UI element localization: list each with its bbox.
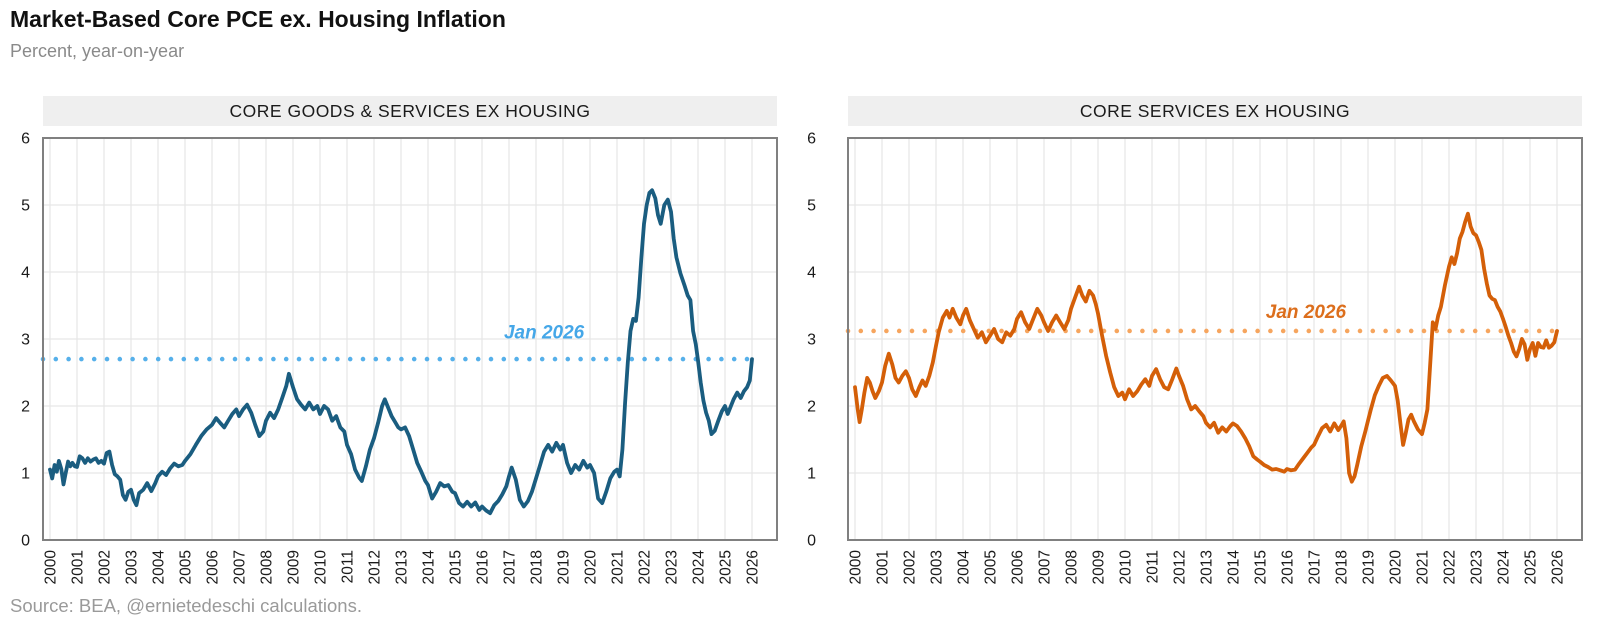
x-axis-tick-label: 2023 <box>663 550 680 584</box>
x-axis-tick-label: 2024 <box>690 550 707 585</box>
x-axis-tick-label: 2000 <box>847 550 864 585</box>
x-axis-tick-label: 2005 <box>982 550 999 584</box>
x-axis-tick-label: 2024 <box>1495 550 1512 585</box>
x-axis-tick-label: 2003 <box>928 550 945 584</box>
x-axis-tick-label: 2022 <box>1441 550 1458 584</box>
jan-2026-annotation: Jan 2026 <box>1266 302 1347 323</box>
x-axis-tick-label: 2002 <box>96 550 113 584</box>
y-axis-tick-label: 5 <box>21 198 30 215</box>
x-axis-tick-label: 2012 <box>1171 550 1188 584</box>
x-axis-tick-label: 2000 <box>42 550 59 585</box>
x-axis-tick-label: 2023 <box>1468 550 1485 584</box>
x-axis-tick-label: 2016 <box>1279 550 1296 584</box>
series-line <box>48 188 754 516</box>
x-axis-tick-label: 2010 <box>312 550 329 585</box>
core-services-chart-canvas: CORE SERVICES EX HOUSING Jan 2026 0 1 2 3 4 5 6 2… <box>807 96 1583 585</box>
x-axis-tick-label: 2010 <box>1117 550 1134 585</box>
x-axis-tick-label: 2021 <box>1414 550 1431 584</box>
x-axis-tick-label: 2008 <box>1063 550 1080 584</box>
y-axis-tick-label: 4 <box>21 265 30 282</box>
x-axis-tick-label: 2004 <box>150 550 167 585</box>
y-axis-tick-label: 2 <box>21 399 30 416</box>
x-axis-tick-label: 2014 <box>420 550 437 585</box>
panel-header <box>848 96 1582 126</box>
jan-2026-annotation: Jan 2026 <box>504 322 585 343</box>
x-axis-tick-label: 2006 <box>204 550 221 584</box>
x-axis-tick-label: 2018 <box>528 550 545 584</box>
panel-title: CORE GOODS & SERVICES EX HOUSING <box>230 101 591 121</box>
y-axis-tick-label: 4 <box>807 265 816 282</box>
x-axis-tick-label: 2004 <box>955 550 972 585</box>
x-axis-tick-label: 2022 <box>636 550 653 584</box>
x-axis-tick-label: 2015 <box>447 550 464 584</box>
x-axis-tick-label: 2015 <box>1252 550 1269 584</box>
x-axis-tick-label: 2017 <box>1306 550 1323 584</box>
y-axis-tick-label: 3 <box>807 332 816 349</box>
plot-border <box>42 137 778 541</box>
x-axis-tick-label: 2013 <box>393 550 410 584</box>
x-axis-tick-label: 2021 <box>609 550 626 584</box>
y-axis-tick-label: 0 <box>21 533 30 550</box>
x-axis-tick-label: 2026 <box>744 550 761 584</box>
panel-header <box>43 96 777 126</box>
y-axis-tick-label: 2 <box>807 399 816 416</box>
page-subtitle: Percent, year-on-year <box>10 41 185 61</box>
y-axis-tick-label: 6 <box>21 131 30 148</box>
x-axis-tick-label: 2005 <box>177 550 194 584</box>
x-axis-tick-label: 2012 <box>366 550 383 584</box>
x-axis-tick-label: 2011 <box>1144 550 1161 583</box>
x-axis-tick-label: 2001 <box>874 550 891 584</box>
y-axis-tick-label: 5 <box>807 198 816 215</box>
x-axis-tick-label: 2018 <box>1333 550 1350 584</box>
x-axis-tick-label: 2019 <box>555 550 572 584</box>
x-axis-tick-label: 2026 <box>1549 550 1566 584</box>
y-axis-tick-label: 3 <box>21 332 30 349</box>
x-axis-tick-label: 2002 <box>901 550 918 584</box>
series-line <box>853 211 1559 484</box>
x-axis-tick-label: 2007 <box>231 550 248 584</box>
x-axis-tick-label: 2025 <box>717 550 734 584</box>
y-axis-tick-label: 0 <box>807 533 816 550</box>
x-axis-tick-label: 2003 <box>123 550 140 584</box>
x-axis-tick-label: 2008 <box>258 550 275 584</box>
chart-panel-core-services-ex-housing: CORE SERVICES EX HOUSING Jan 2026 0 1 2 3 4 5 6 2… <box>795 93 1590 618</box>
x-axis-tick-label: 2007 <box>1036 550 1053 584</box>
y-axis-tick-label: 1 <box>807 466 816 483</box>
x-axis-tick-label: 2001 <box>69 550 86 584</box>
x-axis-tick-label: 2020 <box>582 550 599 585</box>
core-goods-services-chart-canvas: CORE GOODS & SERVICES EX HOUSING Jan 2026… <box>21 96 778 585</box>
x-axis-tick-label: 2011 <box>339 550 356 583</box>
x-axis-tick-label: 2025 <box>1522 550 1539 584</box>
page-title: Market-Based Core PCE ex. Housing Inflat… <box>10 6 506 32</box>
panel-title: CORE SERVICES EX HOUSING <box>1080 101 1350 121</box>
x-axis-tick-label: 2014 <box>1225 550 1242 585</box>
x-axis-tick-label: 2006 <box>1009 550 1026 584</box>
x-axis-tick-label: 2017 <box>501 550 518 584</box>
x-axis-tick-label: 2013 <box>1198 550 1215 584</box>
x-axis-tick-label: 2020 <box>1387 550 1404 585</box>
x-axis-tick-label: 2009 <box>1090 550 1107 584</box>
x-axis-tick-label: 2009 <box>285 550 302 584</box>
x-axis-tick-label: 2016 <box>474 550 491 584</box>
y-axis-tick-label: 1 <box>21 466 30 483</box>
y-axis-tick-label: 6 <box>807 131 816 148</box>
source-note: Source: BEA, @ernietedeschi calculations… <box>10 595 362 616</box>
x-axis-tick-label: 2019 <box>1360 550 1377 584</box>
chart-panel-core-goods-services-ex-housing: CORE GOODS & SERVICES EX HOUSING Jan 2026… <box>0 93 795 618</box>
plot-border <box>847 137 1583 541</box>
